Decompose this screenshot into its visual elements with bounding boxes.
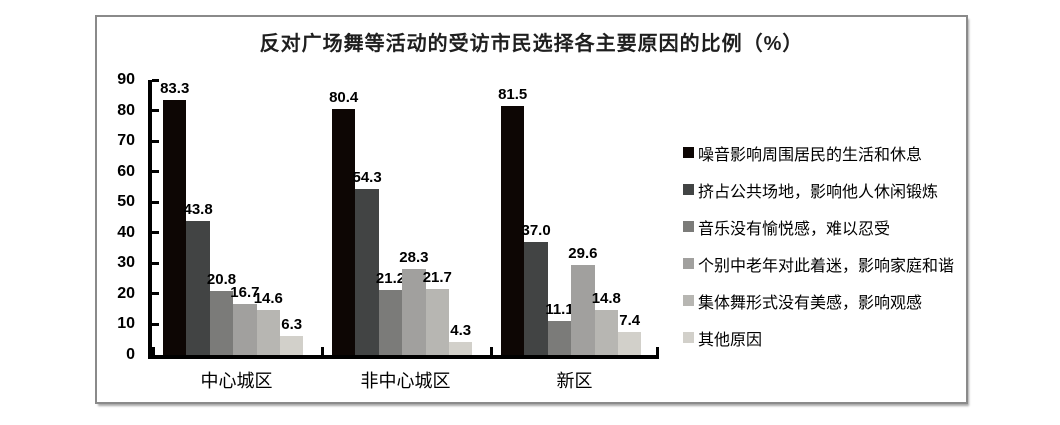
x-tick-mark	[490, 347, 493, 355]
y-tick-label: 10	[117, 315, 135, 333]
bar	[571, 264, 595, 355]
y-tick-label: 0	[126, 346, 135, 363]
y-tick-mark	[152, 78, 159, 82]
chart-title: 反对广场舞等活动的受访市民选择各主要原因的比例（%）	[259, 33, 804, 55]
legend-label: 噪音影响周围居民的生活和休息	[698, 146, 923, 164]
chart-frame: 反对广场舞等活动的受访市民选择各主要原因的比例（%） 0 10 20 30 40 50 60…	[95, 15, 968, 404]
y-tick-label: 30	[117, 254, 135, 272]
bar	[209, 291, 234, 355]
y-tick-mark	[152, 292, 159, 296]
x-axis: 中心城区 非中心城区 新区	[152, 367, 659, 395]
bar	[280, 335, 304, 355]
bar-value-label: 7.4	[619, 312, 641, 330]
x-tick-mark	[152, 347, 155, 355]
legend-item: 噪音影响周围居民的生活和休息	[683, 134, 966, 171]
bar-value-label: 28.3	[399, 248, 429, 266]
bar	[186, 221, 210, 355]
bar-value-label: 14.6	[253, 290, 283, 308]
legend-label: 其他原因	[698, 331, 763, 349]
legend-label: 个别中老年对此着迷，影响家庭和谐	[698, 257, 955, 275]
y-tick-mark	[152, 261, 159, 265]
bar	[425, 288, 449, 355]
y-axis: 0 10 20 30 40 50 60 70 80 90	[97, 71, 143, 363]
bar	[547, 321, 572, 355]
legend-label: 集体舞形式没有美感，影响观感	[698, 294, 923, 312]
y-tick-label: 80	[117, 101, 135, 119]
legend-label: 音乐没有愉悦感，难以忍受	[698, 220, 891, 238]
legend-swatch-icon	[683, 295, 694, 306]
bar-value-label: 43.8	[183, 201, 213, 219]
y-tick-label: 60	[117, 162, 135, 180]
x-category-label: 中心城区	[200, 371, 273, 391]
bar-value-label: 21.7	[422, 268, 452, 286]
bar	[594, 309, 618, 355]
bar-value-label: 20.8	[206, 271, 237, 289]
bar-value-label: 4.3	[450, 321, 472, 339]
legend-item: 挤占公共场地，影响他人休闲锻炼	[683, 171, 966, 208]
x-category-label: 非中心城区	[360, 371, 451, 391]
bar-value-label: 16.7	[230, 283, 260, 301]
legend-item: 其他原因	[683, 319, 966, 356]
bar	[501, 105, 525, 355]
y-tick-label: 70	[117, 132, 135, 150]
y-tick-mark	[152, 200, 159, 204]
bar-value-label: 14.8	[591, 289, 621, 307]
x-tick-mark	[321, 347, 324, 355]
x-category-label: 新区	[556, 371, 593, 391]
bar	[449, 341, 473, 355]
bar-value-label: 6.3	[281, 315, 303, 333]
y-tick-mark	[152, 170, 159, 174]
bar	[256, 310, 280, 355]
legend-swatch-icon	[683, 184, 694, 195]
legend-swatch-icon	[683, 258, 694, 269]
y-tick-mark	[152, 139, 159, 143]
bar-value-label: 83.3	[160, 80, 190, 98]
y-tick-mark	[152, 231, 159, 235]
bar	[618, 332, 642, 355]
plot-area: 83.3 43.8 20.8 16.7 14.6 6.3 80.4 54.3 21.2 28.3 2…	[148, 78, 659, 359]
bar-value-label: 54.3	[352, 169, 382, 187]
legend-swatch-icon	[683, 147, 694, 158]
bar	[332, 109, 356, 355]
bar-value-label: 21.2	[375, 270, 406, 288]
legend-swatch-icon	[683, 221, 694, 232]
bar	[233, 303, 257, 355]
x-tick-mark	[656, 347, 659, 355]
y-tick-label: 90	[117, 71, 135, 88]
legend-swatch-icon	[683, 332, 694, 343]
legend: 噪音影响周围居民的生活和休息 挤占公共场地，影响他人休闲锻炼 音乐没有愉悦感，难以忍…	[683, 134, 966, 356]
y-tick-mark	[152, 109, 159, 113]
legend-label: 挤占公共场地，影响他人休闲锻炼	[698, 183, 939, 201]
y-tick-label: 20	[117, 284, 135, 302]
legend-item: 音乐没有愉悦感，难以忍受	[683, 208, 966, 245]
bar-value-label: 37.0	[521, 221, 551, 239]
bar-value-label: 81.5	[498, 85, 528, 103]
bar-value-label: 11.1	[545, 301, 574, 319]
bar	[163, 100, 187, 355]
legend-item: 个别中老年对此着迷，影响家庭和谐	[683, 245, 966, 282]
bar-value-label: 80.4	[329, 89, 359, 107]
bar-value-label: 29.6	[568, 244, 598, 262]
legend-item: 集体舞形式没有美感，影响观感	[683, 282, 966, 319]
y-tick-label: 40	[117, 223, 135, 241]
bar	[524, 241, 548, 355]
bar	[402, 268, 426, 355]
bar	[378, 290, 403, 355]
y-tick-label: 50	[117, 193, 135, 211]
bar	[355, 189, 379, 355]
y-tick-mark	[152, 322, 159, 326]
